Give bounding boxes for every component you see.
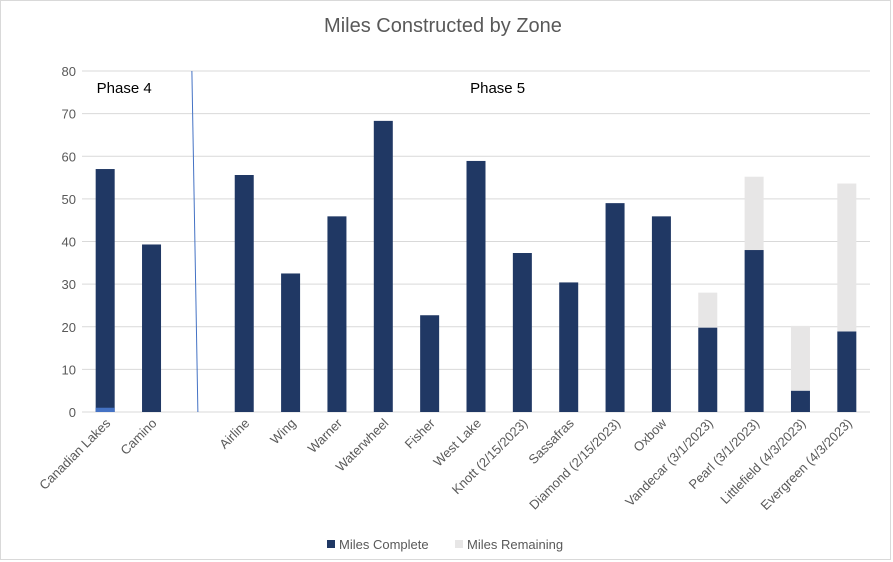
bar-miles-remaining xyxy=(837,183,857,332)
y-tick-label: 50 xyxy=(62,192,76,207)
y-tick-label: 60 xyxy=(62,149,76,164)
bar-miles-complete xyxy=(790,390,810,412)
phase-divider-line xyxy=(191,70,199,413)
x-tick-label: Oxbow xyxy=(630,415,670,455)
bar-miles-remaining xyxy=(698,292,718,328)
bar-miles-complete xyxy=(420,315,440,412)
legend-swatch xyxy=(327,540,335,548)
legend-label: Miles Complete xyxy=(339,537,429,552)
chart-title: Miles Constructed by Zone xyxy=(324,15,562,37)
phase-annotation: Phase 4 xyxy=(97,80,152,97)
bar-miles-complete xyxy=(234,175,254,412)
x-tick-label: Vandecar (3/1/2023) xyxy=(622,416,716,510)
y-tick-label: 10 xyxy=(62,362,76,377)
y-tick-label: 70 xyxy=(62,107,76,122)
x-tick-label: Warner xyxy=(305,415,346,456)
y-tick-label: 0 xyxy=(69,405,76,420)
bar-miles-complete xyxy=(281,273,301,412)
bar-miles-complete xyxy=(142,244,162,412)
bar-miles-complete xyxy=(95,169,115,412)
x-tick-label: Fisher xyxy=(402,415,439,452)
bar-miles-complete xyxy=(559,282,579,412)
x-tick-label: Littlefield (4/3/2023) xyxy=(717,416,808,507)
legend-label: Miles Remaining xyxy=(467,537,563,552)
bar-miles-remaining xyxy=(790,325,810,391)
bar-miles-complete xyxy=(466,160,486,412)
legend-item: Miles Complete xyxy=(327,537,429,552)
bar-miles-complete xyxy=(651,216,671,412)
y-tick-label: 80 xyxy=(62,64,76,79)
y-tick-label: 30 xyxy=(62,277,76,292)
bar-miles-complete xyxy=(605,203,625,412)
bar-miles-remaining xyxy=(744,176,764,251)
x-tick-label: Camino xyxy=(117,416,159,458)
bar-highlight-segment xyxy=(95,407,115,412)
bar-miles-complete xyxy=(327,216,347,412)
legend-item: Miles Remaining xyxy=(455,537,563,552)
x-tick-label: Airline xyxy=(216,416,252,452)
bar-miles-complete xyxy=(837,331,857,412)
phase-annotation: Phase 5 xyxy=(470,80,525,97)
x-tick-label: Canadian Lakes xyxy=(36,415,113,492)
legend: Miles Complete Miles Remaining xyxy=(327,537,563,552)
x-tick-label: Evergreen (4/3/2023) xyxy=(757,416,854,513)
legend-swatch xyxy=(455,540,463,548)
x-tick-label: Diamond (2/15/2023) xyxy=(526,416,623,513)
bar-miles-complete xyxy=(744,250,764,412)
y-tick-label: 20 xyxy=(62,320,76,335)
bar-miles-complete xyxy=(512,253,532,412)
x-tick-label: Wing xyxy=(267,416,299,448)
bar-miles-complete xyxy=(698,327,718,412)
bar-miles-complete xyxy=(373,120,393,412)
y-tick-label: 40 xyxy=(62,235,76,250)
